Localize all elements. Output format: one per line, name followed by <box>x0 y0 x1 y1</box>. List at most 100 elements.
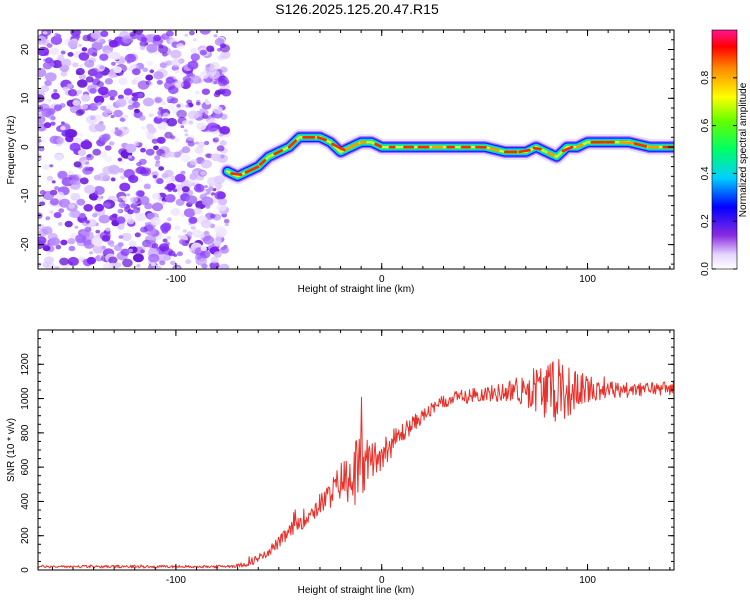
noise-blob <box>181 186 190 193</box>
noise-blob <box>194 146 204 154</box>
ridge-peak <box>633 142 648 148</box>
noise-blob <box>126 193 131 197</box>
noise-blob <box>38 35 47 45</box>
noise-blob <box>113 109 123 118</box>
noise-blob <box>187 140 195 147</box>
noise-blob <box>122 258 133 268</box>
noise-blob <box>38 142 41 147</box>
noise-blob <box>219 263 230 269</box>
noise-blob <box>44 72 57 82</box>
noise-blob <box>68 203 76 209</box>
noise-blob <box>38 111 42 117</box>
colorbar-tick-label: 0.0 <box>700 262 711 276</box>
noise-blob <box>43 243 50 249</box>
noise-blob <box>161 33 170 40</box>
noise-blob <box>75 234 87 244</box>
noise-blob <box>130 196 138 203</box>
noise-blob <box>102 262 112 269</box>
noise-blob <box>38 262 42 267</box>
noise-blob <box>189 30 195 36</box>
noise-blob <box>199 30 211 35</box>
noise-blob <box>103 202 111 209</box>
noise-blob <box>68 211 77 218</box>
noise-blob <box>169 135 176 140</box>
noise-blob <box>128 174 139 184</box>
noise-blob <box>180 125 185 129</box>
noise-blob <box>216 203 227 212</box>
noise-blob <box>187 110 200 120</box>
noise-blob <box>60 71 68 77</box>
noise-blob <box>108 256 118 264</box>
noise-blob <box>213 251 222 258</box>
noise-blob <box>174 225 181 231</box>
noise-blob <box>66 83 73 89</box>
noise-blob <box>67 52 74 57</box>
noise-blob <box>128 248 134 253</box>
ridge-peak <box>287 139 298 149</box>
noise-blob <box>197 141 206 148</box>
noise-blob <box>162 222 172 230</box>
noise-blob <box>50 116 56 121</box>
noise-blob <box>162 238 168 243</box>
x-tick-label: 100 <box>579 274 596 285</box>
noise-blob <box>182 229 188 233</box>
noise-blob <box>78 52 90 61</box>
colorbar-ticks: 0.0 0.2 0.4 0.6 0.8 <box>700 70 737 276</box>
noise-blob <box>202 235 215 245</box>
noise-blob <box>168 250 176 257</box>
spectrogram-ylabel: Frequency (Hz) <box>6 116 17 185</box>
y-tick-label: 20 <box>20 44 31 56</box>
noise-blob <box>144 222 149 226</box>
noise-blob <box>209 48 215 52</box>
ridge-peak <box>518 148 531 154</box>
ridge-peak <box>244 165 260 174</box>
noise-blob <box>206 153 213 159</box>
noise-blob <box>94 71 103 79</box>
noise-blob <box>138 142 143 146</box>
noise-blob <box>114 129 123 136</box>
ridge-peak <box>273 149 284 156</box>
colorbar-gradient <box>711 29 738 270</box>
noise-blob <box>208 186 214 191</box>
noise-blob <box>224 222 229 227</box>
noise-blob <box>219 126 231 135</box>
noise-blob <box>156 80 163 85</box>
noise-blob <box>176 109 187 119</box>
noise-blob <box>140 249 145 254</box>
noise-blob <box>158 45 169 54</box>
noise-blob <box>202 114 209 119</box>
noise-blob <box>126 47 130 51</box>
noise-blob <box>118 71 124 76</box>
noise-blob <box>184 133 189 137</box>
noise-blob <box>163 254 171 261</box>
noise-blob <box>200 219 212 229</box>
noise-blob <box>64 128 77 139</box>
noise-blob <box>137 195 150 205</box>
ridge-peak <box>316 136 327 142</box>
noise-blob <box>117 157 123 162</box>
noise-blob <box>204 140 210 146</box>
noise-blob <box>80 140 93 150</box>
noise-blob <box>213 240 221 247</box>
noise-blob <box>127 100 132 104</box>
noise-blob <box>79 177 89 185</box>
ridge-peak <box>258 159 267 166</box>
noise-blob <box>59 257 69 266</box>
noise-blob <box>167 151 176 158</box>
noise-blob <box>161 200 167 205</box>
noise-blob <box>49 210 54 214</box>
noise-blob <box>109 96 115 101</box>
noise-blob <box>81 159 90 167</box>
noise-blob <box>221 246 226 251</box>
noise-blob <box>85 220 90 224</box>
noise-blob <box>213 80 218 85</box>
noise-blob <box>50 121 56 126</box>
noise-blob <box>121 232 132 242</box>
noise-blob <box>193 207 203 215</box>
colorbar-tick-label: 0.8 <box>700 70 711 84</box>
noise-blob <box>38 138 42 143</box>
noise-blob <box>132 207 141 214</box>
noise-blob <box>110 177 116 182</box>
noise-blob <box>64 220 73 228</box>
x-tick-label: -100 <box>166 575 186 586</box>
